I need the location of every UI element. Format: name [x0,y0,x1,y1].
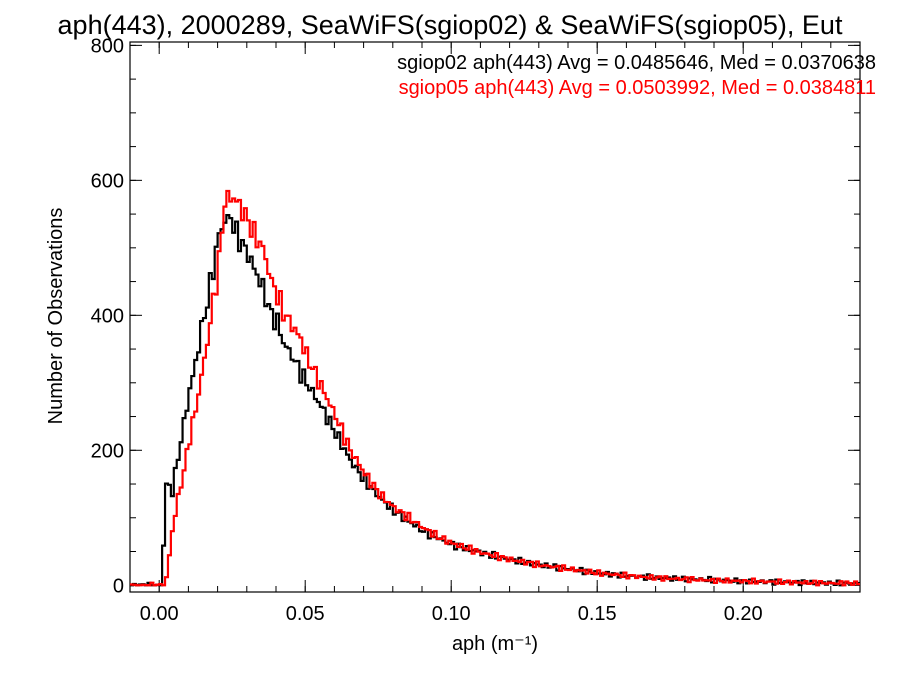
axes: 0.00 0.05 0.10 0.15 0.20 0 200 400 600 800 [91,35,861,625]
chart-title-area: aph(443), 2000289, SeaWiFS(sgiop02) & Se… [0,2,900,46]
x-axis-label: aph (m⁻¹) [452,633,538,655]
legend: sgiop02 aph(443) Avg = 0.0485646, Med = … [397,52,876,99]
x-tick-label: 0.00 [140,603,179,625]
legend-entry-1: sgiop02 aph(443) Avg = 0.0485646, Med = … [397,52,876,74]
y-tick-label: 600 [91,170,124,192]
series-line-2 [130,189,860,587]
y-tick-label: 0 [113,575,124,597]
x-tick-label: 0.20 [724,603,763,625]
y-tick-label: 800 [91,35,124,57]
y-tick-label: 400 [91,305,124,327]
x-tick-label: 0.15 [578,603,617,625]
chart-title: aph(443), 2000289, SeaWiFS(sgiop02) & Se… [57,10,843,40]
series-line-1 [130,214,860,587]
y-axis-label: Number of Observations [45,208,67,425]
x-tick-label: 0.05 [286,603,325,625]
x-tick-label: 0.10 [432,603,471,625]
series-group [130,189,860,587]
plot-frame [129,41,861,593]
y-tick-label: 200 [91,440,124,462]
legend-entry-2: sgiop05 aph(443) Avg = 0.0503992, Med = … [399,77,876,99]
